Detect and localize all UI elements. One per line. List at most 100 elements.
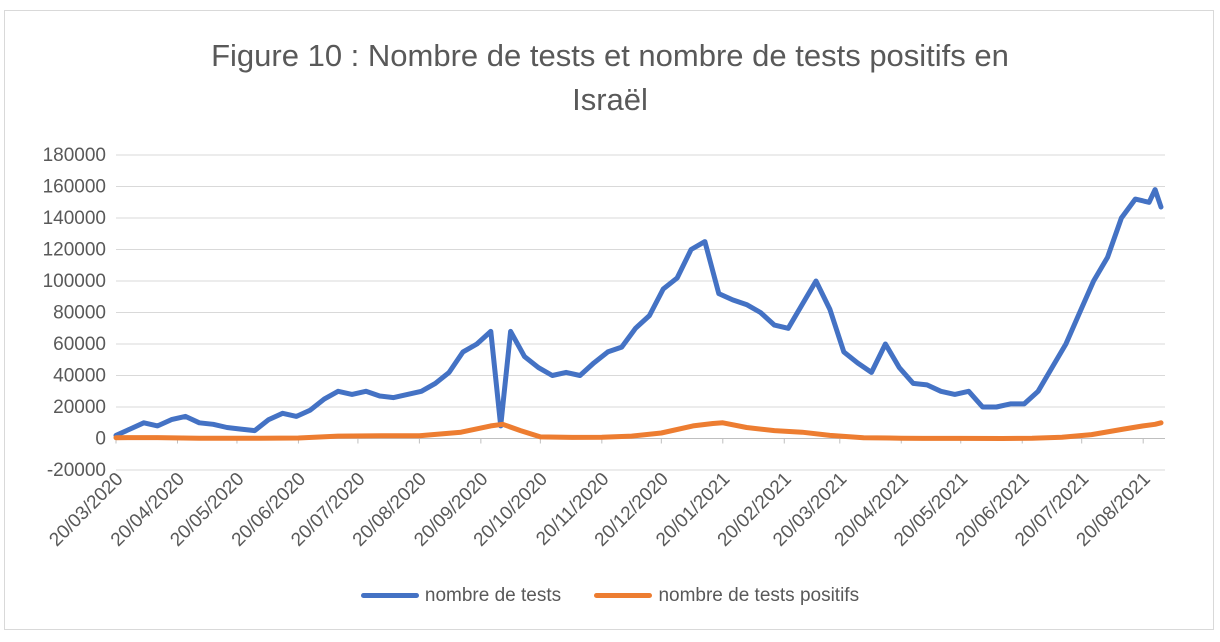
chart-title: Figure 10 : Nombre de tests et nombre de… [0,34,1220,122]
data-point [800,430,804,434]
data-point [1153,188,1157,192]
data-point [405,392,409,396]
data-point [1030,436,1034,440]
data-point [981,405,985,409]
data-point [461,350,465,354]
data-point [786,326,790,330]
chart-frame [4,10,1214,630]
data-point [620,345,624,349]
data-point [380,434,384,438]
data-point [1008,402,1012,406]
data-point [939,389,943,393]
legend-item-tests: nombre de tests [360,585,561,607]
data-point [364,389,368,393]
data-point [925,383,929,387]
data-point [294,414,298,418]
data-point [772,429,776,433]
data-point [1133,197,1137,201]
data-point [967,389,971,393]
data-point [842,350,846,354]
data-point [509,329,513,333]
y-tick-label: 160000 [43,177,106,198]
data-point [1092,279,1096,283]
data-point [322,397,326,401]
data-point [691,424,695,428]
data-point [225,425,229,429]
data-point [417,434,421,438]
data-point [959,436,963,440]
data-point [114,436,118,440]
data-point [870,370,874,374]
data-point [921,436,925,440]
y-tick-label: 60000 [53,334,106,355]
data-point [689,248,693,251]
data-point [501,422,505,426]
data-point [899,436,903,440]
data-point [550,374,554,377]
data-point [1022,402,1026,406]
data-point [538,435,542,439]
data-point [828,307,832,311]
data-point [1036,389,1040,393]
data-point [459,430,463,434]
data-point [170,418,174,422]
data-point [336,389,340,393]
data-point [1105,255,1109,259]
data-point [519,429,523,433]
data-point [253,429,257,433]
data-point [711,422,715,426]
data-point [772,323,776,327]
data-point [1078,311,1082,314]
data-point [659,431,663,435]
data-point [800,303,804,307]
data-point [592,361,596,365]
data-point [522,355,526,359]
data-point [350,392,354,396]
data-point [419,389,423,393]
data-point [197,421,201,425]
y-tick-label: 20000 [53,397,106,418]
data-point [475,342,479,346]
data-point [647,314,651,318]
data-point [745,425,749,429]
legend-swatch-tests [360,593,419,598]
data-point [1147,200,1151,204]
data-point [211,422,215,426]
chart-title-line-1: Figure 10 : Nombre de tests et nombre de… [211,38,1009,73]
data-point [308,408,312,412]
data-point [578,374,582,377]
data-point [197,436,201,440]
data-point [447,370,451,374]
data-point [489,424,493,428]
data-point [239,427,243,431]
data-point [606,350,610,354]
data-point [433,381,437,385]
data-point [142,421,146,425]
y-tick-label: 0 [95,429,106,450]
data-point [392,396,396,400]
data-point [1121,427,1125,431]
data-point [745,303,749,307]
data-point [600,435,604,439]
data-point [156,436,160,440]
legend-swatch-positives [594,593,653,598]
y-tick-label: 120000 [43,240,106,261]
data-point [1159,421,1163,425]
data-point [862,436,866,440]
data-point [570,435,574,439]
data-point [156,424,160,428]
data-point [1141,424,1145,428]
data-point [1064,342,1068,346]
data-point [856,361,860,365]
y-tick-label: 140000 [43,208,106,229]
data-point [883,342,887,346]
y-tick-label: 80000 [53,303,106,324]
data-point [259,436,263,440]
data-point [267,418,271,422]
data-point [953,392,957,396]
data-point [661,287,665,291]
data-point [814,279,818,283]
data-point [564,370,568,374]
data-point [703,240,707,244]
